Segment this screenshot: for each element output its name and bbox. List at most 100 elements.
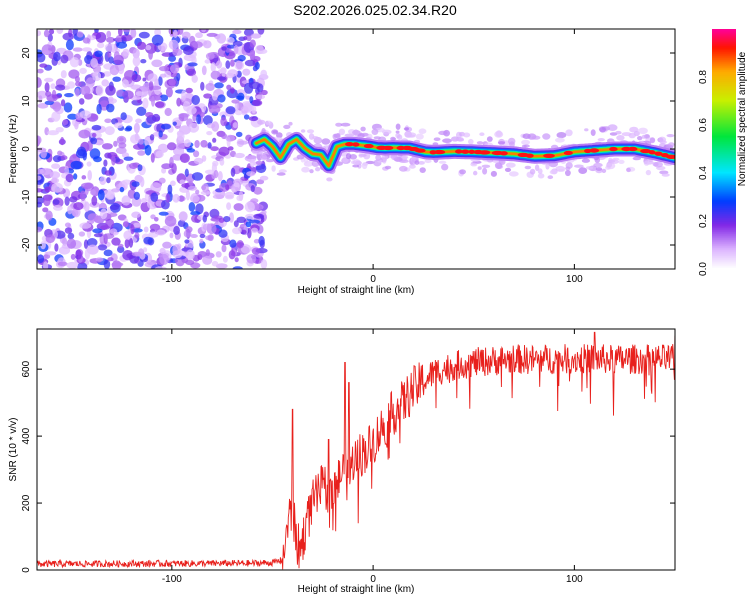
noise-blob — [82, 47, 92, 51]
noise-blob — [122, 195, 131, 205]
noise-blob — [253, 66, 258, 72]
noise-blob — [45, 82, 50, 92]
noise-blob — [114, 122, 123, 128]
noise-blob — [65, 223, 71, 228]
halo-blob — [548, 175, 554, 179]
noise-blob — [261, 90, 268, 95]
noise-blob — [125, 239, 130, 249]
halo-blob — [375, 154, 381, 160]
halo-blob — [360, 127, 365, 132]
noise-blob — [56, 127, 64, 132]
noise-blob — [229, 240, 236, 248]
noise-blob — [64, 166, 69, 175]
noise-blob — [192, 75, 198, 83]
halo-blob — [473, 171, 477, 176]
noise-blob — [79, 222, 91, 228]
noise-blob — [246, 221, 252, 227]
noise-blob — [237, 141, 248, 145]
noise-blob — [99, 176, 106, 185]
noise-blob — [261, 259, 268, 269]
noise-blob — [61, 70, 67, 78]
noise-blob — [209, 105, 221, 114]
noise-blob — [53, 199, 60, 205]
noise-blob — [178, 113, 189, 117]
halo-blob — [532, 136, 541, 140]
halo-blob — [401, 156, 409, 159]
noise-blob — [165, 216, 177, 227]
noise-blob — [234, 203, 244, 211]
noise-blob — [246, 171, 255, 176]
noise-blob — [251, 33, 262, 38]
noise-blob — [234, 45, 239, 54]
ridge-peak — [564, 151, 573, 155]
noise-blob — [177, 132, 185, 141]
noise-blob — [101, 79, 109, 86]
halo-blob — [362, 162, 367, 169]
noise-blob — [212, 93, 218, 101]
noise-blob — [203, 40, 212, 48]
halo-blob — [653, 162, 663, 168]
noise-blob — [151, 60, 162, 68]
y-axis-label: Frequency (Hz) — [8, 115, 19, 184]
noise-blob — [110, 65, 120, 75]
noise-blob — [137, 42, 146, 50]
noise-blob — [140, 177, 144, 187]
y-tick-label: -10 — [21, 189, 32, 204]
noise-blob — [73, 173, 77, 179]
noise-blob — [96, 32, 107, 43]
noise-blob — [236, 132, 243, 137]
snr-series-line — [37, 332, 675, 569]
noise-blob — [79, 231, 85, 236]
noise-blob — [67, 262, 79, 269]
halo-blob — [309, 169, 313, 173]
ridge-peak — [479, 150, 491, 154]
noise-blob — [234, 182, 240, 187]
colorbar-tick-label: 0.8 — [698, 70, 709, 84]
noise-blob — [244, 114, 250, 119]
noise-blob — [190, 195, 200, 202]
noise-blob — [92, 125, 102, 131]
noise-blob — [62, 33, 73, 41]
halo-blob — [487, 136, 493, 142]
colorbar-tick-label: 0.4 — [698, 166, 709, 180]
noise-blob — [66, 39, 74, 50]
noise-blob — [118, 142, 126, 148]
noise-blob — [216, 61, 222, 69]
noise-blob — [214, 82, 224, 88]
noise-blob — [156, 230, 165, 236]
noise-blob — [154, 217, 159, 222]
halo-blob — [494, 131, 503, 138]
noise-blob — [34, 227, 42, 233]
halo-blob — [521, 140, 530, 145]
noise-blob — [51, 163, 60, 169]
noise-blob — [159, 66, 169, 71]
halo-blob — [622, 132, 632, 136]
noise-blob — [100, 208, 107, 219]
noise-blob — [238, 55, 246, 61]
noise-blob — [67, 205, 72, 214]
noise-blob — [102, 143, 113, 149]
noise-blob — [137, 150, 145, 156]
x-tick-label: 100 — [566, 274, 583, 285]
noise-blob — [90, 137, 97, 144]
noise-blob — [252, 248, 260, 255]
noise-blob — [130, 224, 134, 234]
noise-blob — [97, 42, 104, 48]
noise-blob — [103, 233, 114, 239]
halo-blob — [353, 159, 361, 165]
x-axis-label: Height of straight line (km) — [298, 285, 415, 296]
noise-blob — [56, 25, 63, 34]
noise-blob — [207, 33, 218, 37]
halo-blob — [301, 129, 306, 133]
colorbar-tick-label: 0.2 — [698, 214, 709, 228]
noise-blob — [168, 185, 173, 195]
colorbar-label: Normalized spectral amplitude — [737, 51, 748, 186]
noise-blob — [131, 74, 141, 82]
noise-blob — [176, 98, 181, 107]
noise-blob — [221, 68, 225, 77]
halo-blob — [470, 162, 477, 166]
halo-blob — [612, 158, 619, 161]
halo-blob — [644, 160, 650, 165]
noise-blob — [250, 50, 256, 60]
noise-blob — [57, 151, 62, 156]
